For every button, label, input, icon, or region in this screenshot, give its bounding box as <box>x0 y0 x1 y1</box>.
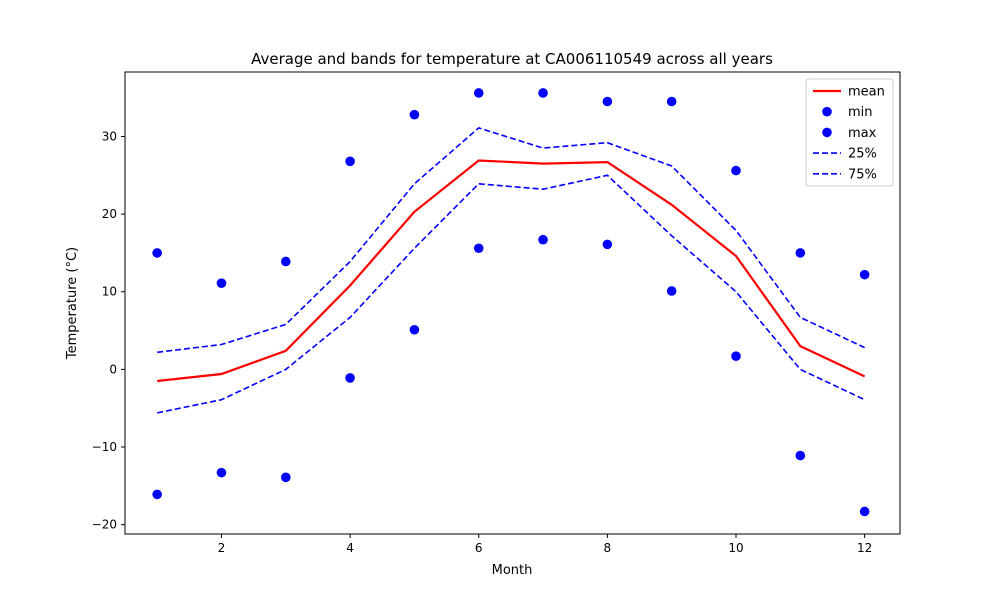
plot-frame <box>124 71 901 535</box>
legend-label-mean: mean <box>848 85 885 100</box>
y-tick-label: −10 <box>92 440 117 454</box>
legend-swatch-min <box>822 106 832 117</box>
x-tick-label: 2 <box>218 541 226 555</box>
point-min <box>216 467 227 478</box>
series-layer <box>152 88 870 517</box>
point-max <box>859 269 870 280</box>
x-tick-label: 8 <box>604 541 612 555</box>
y-tick-label: 0 <box>109 362 117 376</box>
point-min <box>795 450 806 461</box>
legend-label-min: min <box>848 105 873 120</box>
point-min <box>859 506 870 517</box>
y-tick-label: 10 <box>102 285 117 299</box>
point-max <box>280 256 291 267</box>
legend-label-25-percent: 25% <box>848 147 877 162</box>
point-max <box>473 88 484 98</box>
x-axis: 2 4 6 8 10 12 <box>218 534 872 555</box>
point-max <box>345 156 355 167</box>
point-min <box>666 286 677 296</box>
y-axis-label: Temperature (°C) <box>65 247 80 360</box>
x-tick-label: 6 <box>475 541 483 555</box>
point-min <box>152 489 162 500</box>
chart-title: Average and bands for temperature at CA0… <box>251 50 773 68</box>
series-line-75-percent <box>157 174 865 414</box>
x-axis-label: Month <box>492 563 533 578</box>
point-min <box>473 243 484 254</box>
plot-area <box>125 72 900 534</box>
series-line-25-percent <box>157 127 865 354</box>
legend: mean min max 25% 75% <box>805 78 894 187</box>
y-axis: −20 −10 0 10 20 30 <box>92 129 125 532</box>
legend-swatch-max <box>822 127 832 138</box>
legend-label-75-percent: 75% <box>848 167 877 182</box>
point-max <box>602 96 613 107</box>
y-tick-label: 30 <box>102 129 117 143</box>
point-max <box>795 248 806 258</box>
point-max <box>152 248 162 258</box>
point-min <box>731 351 741 361</box>
point-min <box>280 472 291 483</box>
point-min <box>409 324 420 335</box>
point-max <box>216 278 227 289</box>
point-min <box>538 234 548 245</box>
point-min <box>345 373 355 383</box>
y-tick-label: −20 <box>92 518 117 532</box>
y-tick-label: 20 <box>102 207 117 221</box>
point-max <box>731 165 741 176</box>
x-tick-label: 10 <box>728 541 743 555</box>
x-tick-label: 12 <box>857 541 872 555</box>
legend-box <box>805 78 894 187</box>
point-max <box>666 96 677 107</box>
point-max <box>538 88 548 98</box>
point-max <box>409 109 420 120</box>
legend-label-max: max <box>848 126 877 141</box>
series-line-mean <box>157 159 866 383</box>
x-tick-label: 4 <box>346 541 354 555</box>
point-min <box>602 239 613 250</box>
